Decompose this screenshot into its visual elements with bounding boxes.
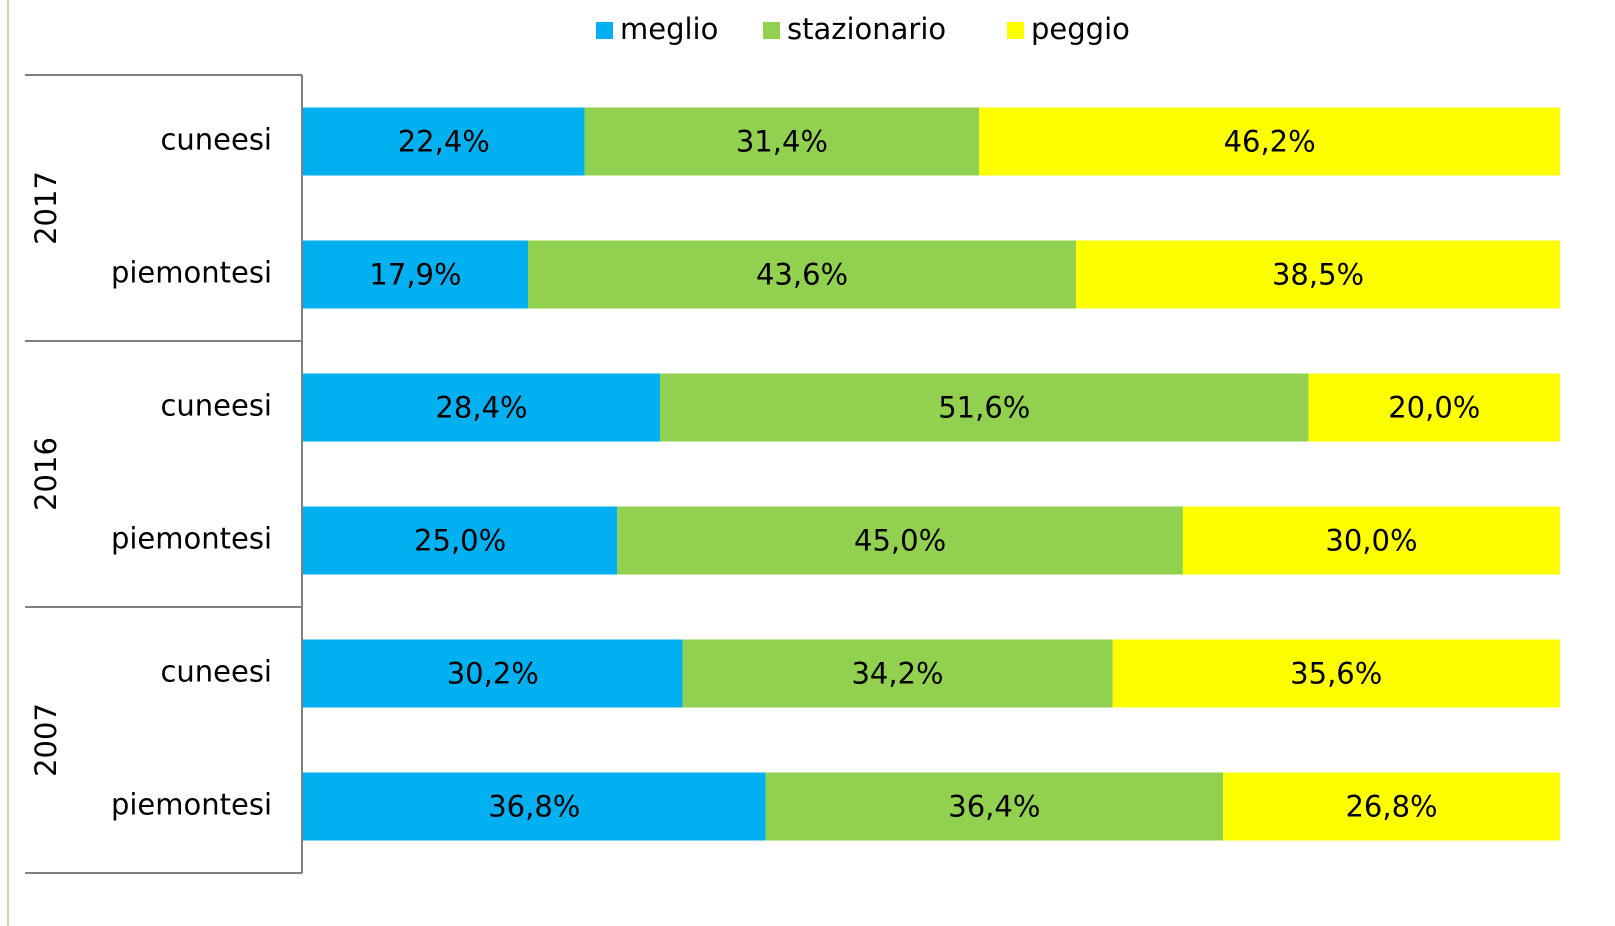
bar-segment (303, 639, 683, 708)
group-label: 2007 (29, 703, 63, 777)
value-label: 31,4% (736, 125, 828, 159)
bar-segment (303, 240, 529, 309)
group-label: 2017 (29, 171, 63, 245)
value-label: 20,0% (1388, 391, 1480, 425)
value-label: 34,2% (851, 657, 943, 691)
bar-segment (303, 772, 766, 841)
bar-segment (1076, 240, 1560, 309)
value-label: 35,6% (1290, 657, 1382, 691)
bar-segment (979, 107, 1560, 176)
value-label: 38,5% (1272, 258, 1364, 292)
category-label: cuneesi (160, 123, 272, 157)
bar-segment (682, 639, 1113, 708)
bar-segment (765, 772, 1224, 841)
bar-segment (1223, 772, 1560, 841)
group-label: 2016 (29, 437, 63, 511)
category-label: cuneesi (160, 389, 272, 423)
bar-segment (303, 506, 618, 575)
bar-segment (528, 240, 1077, 309)
bar-segment (659, 373, 1309, 442)
value-label: 51,6% (938, 391, 1030, 425)
legend-label: peggio (1031, 12, 1130, 46)
value-label: 45,0% (854, 524, 946, 558)
category-label: piemontesi (111, 522, 272, 556)
bar-segment (303, 373, 660, 442)
value-label: 25,0% (414, 524, 506, 558)
value-label: 22,4% (398, 125, 490, 159)
value-label: 26,8% (1345, 790, 1437, 824)
value-label: 30,0% (1325, 524, 1417, 558)
category-label: piemontesi (111, 256, 272, 290)
bar-segment (1182, 506, 1560, 575)
legend-swatch (763, 22, 780, 39)
bar-segment (584, 107, 980, 176)
value-label: 17,9% (369, 258, 461, 292)
legend-label: stazionario (787, 12, 946, 46)
legend-swatch (596, 22, 613, 39)
category-label: piemontesi (111, 788, 272, 822)
value-label: 43,6% (756, 258, 848, 292)
value-label: 28,4% (435, 391, 527, 425)
bar-segment (303, 107, 585, 176)
value-label: 36,8% (488, 790, 580, 824)
bar-segment (1112, 639, 1560, 708)
legend-label: meglio (620, 12, 718, 46)
bar-segment (1308, 373, 1560, 442)
legend-swatch (1007, 22, 1024, 39)
bar-segment (617, 506, 1183, 575)
value-label: 46,2% (1224, 125, 1316, 159)
category-label: cuneesi (160, 655, 272, 689)
value-label: 36,4% (948, 790, 1040, 824)
value-label: 30,2% (447, 657, 539, 691)
